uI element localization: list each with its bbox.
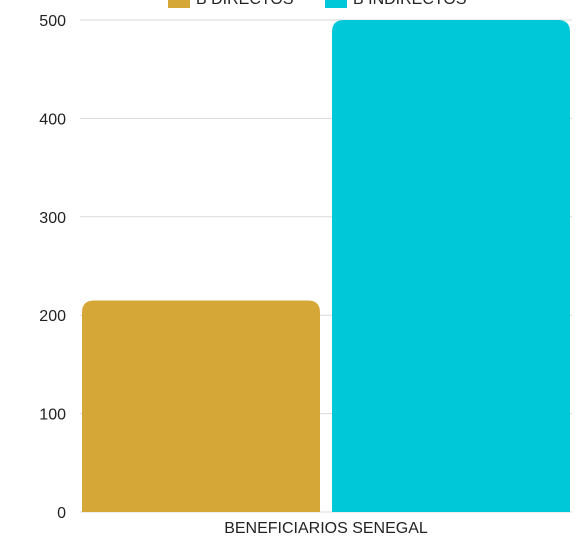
legend-swatch xyxy=(168,0,190,8)
legend: B DIRECTOS B INDIRECTOS xyxy=(168,0,467,8)
bars xyxy=(82,20,570,512)
y-tick-label: 300 xyxy=(39,210,66,227)
y-axis: 0 100 200 300 400 500 xyxy=(39,13,66,522)
bar-b-directos xyxy=(82,300,320,512)
legend-label: B DIRECTOS xyxy=(196,0,294,8)
y-tick-label: 0 xyxy=(57,505,66,522)
x-category-label: BENEFICIARIOS SENEGAL xyxy=(224,520,428,536)
y-tick-label: 200 xyxy=(39,308,66,325)
legend-label: B INDIRECTOS xyxy=(353,0,467,8)
y-tick-label: 500 xyxy=(39,13,66,30)
x-axis: BENEFICIARIOS SENEGAL xyxy=(224,520,428,536)
y-tick-label: 400 xyxy=(39,111,66,128)
bar-b-indirectos xyxy=(332,20,570,512)
legend-swatch xyxy=(325,0,347,8)
y-tick-label: 100 xyxy=(39,407,66,424)
